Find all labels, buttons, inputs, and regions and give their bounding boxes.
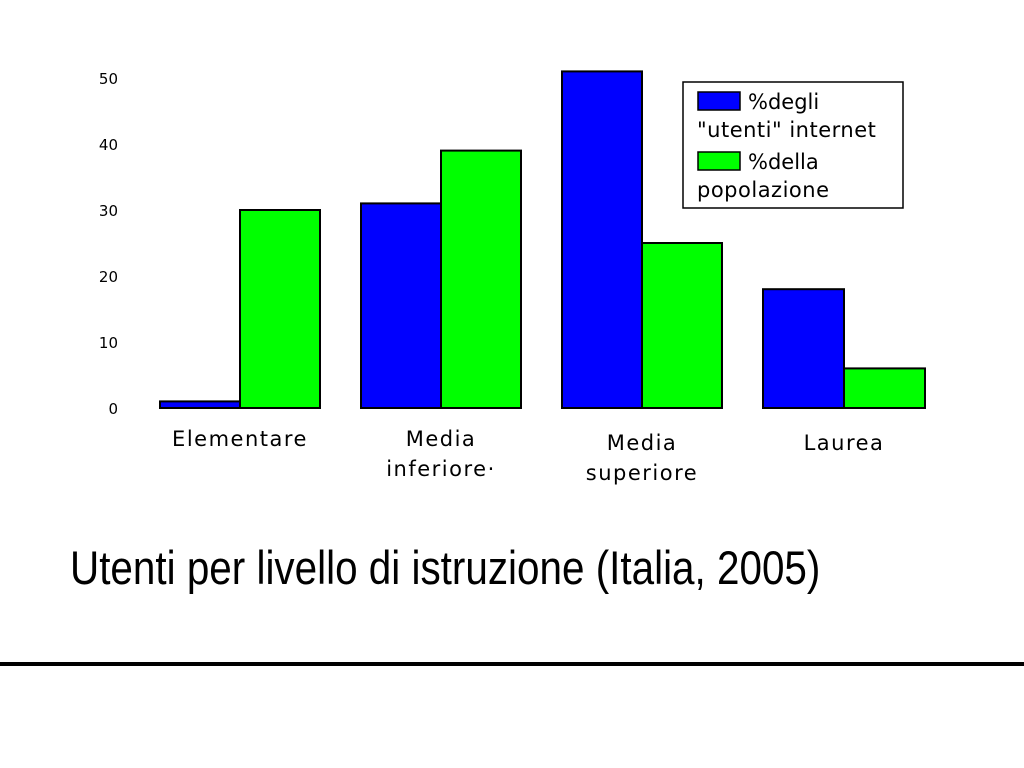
bar-popolazione <box>641 242 723 409</box>
legend-label: %della <box>748 150 819 174</box>
y-axis: 0 10 20 30 40 50 <box>99 70 118 418</box>
legend-label: "utenti" internet <box>697 118 876 142</box>
legend-label: %degli <box>748 90 819 114</box>
slide-title: Utenti per livello di istruzione (Italia… <box>70 541 821 594</box>
bar-popolazione <box>239 209 321 409</box>
bar-utenti <box>360 202 442 409</box>
legend-swatch <box>697 151 741 171</box>
bar-utenti <box>159 400 241 409</box>
legend: %degli "utenti" internet %della popolazione <box>682 81 904 209</box>
x-category-label: Laurea <box>804 431 885 455</box>
x-axis-labels: Elementare Media inferiore· Media superiore L… <box>172 427 885 485</box>
bar-popolazione <box>843 367 926 409</box>
bar-popolazione <box>440 149 522 409</box>
bar-chart: 0 10 20 30 40 50 Elementare Media inferiore· Med… <box>99 70 926 485</box>
x-category-label: Media inferiore· <box>386 427 496 481</box>
y-tick-label: 30 <box>99 202 118 220</box>
y-tick-label: 40 <box>99 136 118 154</box>
y-tick-label: 10 <box>99 334 118 352</box>
legend-label: popolazione <box>697 178 830 202</box>
bars <box>159 70 926 410</box>
bottom-divider <box>0 662 1024 666</box>
x-category-label: Media superiore <box>586 431 698 485</box>
bar-utenti <box>762 288 845 410</box>
x-category-label: Elementare <box>172 427 308 451</box>
y-tick-label: 20 <box>99 268 118 286</box>
y-tick-label: 0 <box>108 400 118 418</box>
y-tick-label: 50 <box>99 70 118 88</box>
bar-utenti <box>561 70 643 410</box>
legend-swatch <box>697 91 741 111</box>
